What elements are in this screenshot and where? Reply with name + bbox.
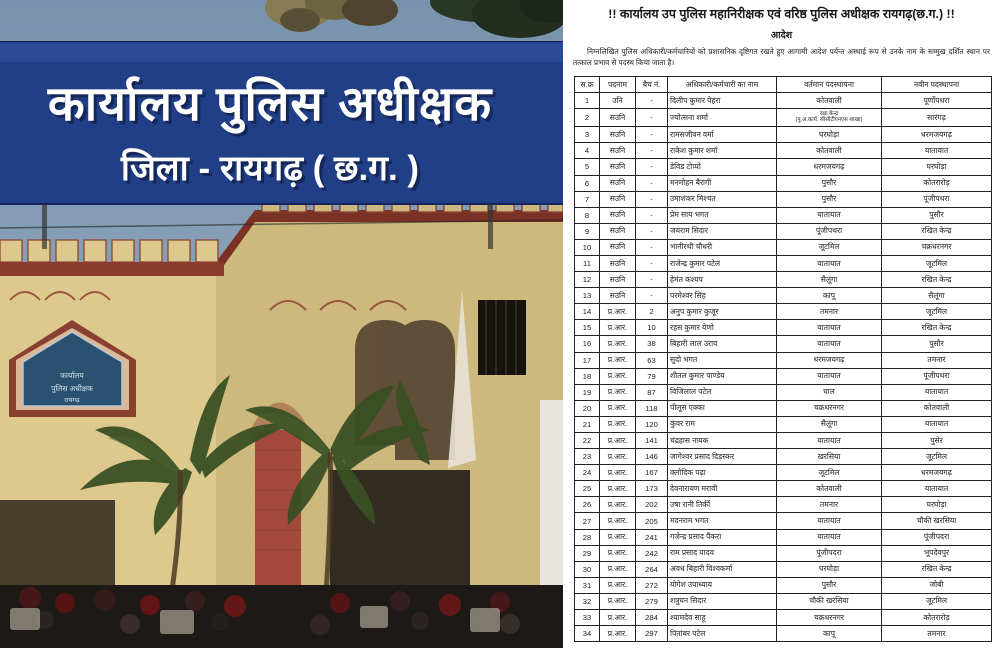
svg-text:कार्यालय पुलिस अधीक्षक: कार्यालय पुलिस अधीक्षक: [47, 76, 493, 134]
svg-text:पुलिस अधीक्षक: पुलिस अधीक्षक: [51, 384, 93, 394]
svg-text:कार्यालय: कार्यालय: [60, 371, 84, 380]
svg-text:जिला - रायगढ़ ( छ.ग. ): जिला - रायगढ़ ( छ.ग. ): [120, 148, 419, 188]
svg-text:रायगढ़: रायगढ़: [64, 397, 80, 404]
